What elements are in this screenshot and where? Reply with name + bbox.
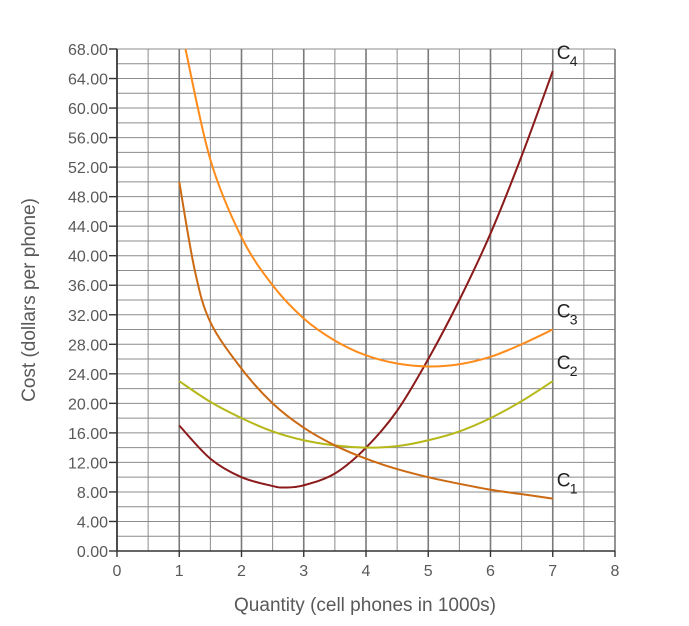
y-tick-label: 28.00 — [68, 337, 108, 354]
series-label-subscript-c4: 4 — [570, 53, 578, 69]
series-lines — [178, 48, 554, 500]
y-tick-label: 44.00 — [68, 219, 108, 236]
y-tick-label: 4.00 — [77, 514, 108, 531]
y-tick-label: 16.00 — [68, 426, 108, 443]
x-tick-label: 2 — [237, 563, 246, 580]
y-tick-label: 60.00 — [68, 101, 108, 118]
x-tick-label: 8 — [611, 563, 620, 580]
y-tick-labels: 0.00 4.00 8.00 12.00 16.00 20.00 24.00 28.00 32.… — [68, 42, 117, 561]
y-tick-label: 40.00 — [68, 249, 108, 266]
series-line-c2 — [178, 380, 554, 449]
series-label-subscript-c2: 2 — [570, 363, 578, 379]
y-tick-label: 12.00 — [68, 455, 108, 472]
grid — [116, 48, 616, 552]
y-tick-label: 56.00 — [68, 131, 108, 148]
y-tick-label: 24.00 — [68, 367, 108, 384]
y-tick-label: 0.00 — [77, 544, 108, 561]
series-line-c3 — [184, 48, 554, 368]
series-label-c4: C — [557, 43, 571, 64]
x-tick-labels: 0 1 2 3 4 5 6 7 8 — [113, 551, 620, 580]
x-tick-label: 3 — [299, 563, 308, 580]
series-line-c1 — [178, 181, 553, 500]
series-label-subscript-c1: 1 — [570, 481, 578, 497]
series-labels: C 4C 3C 2C 1 — [557, 43, 578, 496]
x-tick-label: 0 — [113, 563, 122, 580]
y-tick-label: 64.00 — [68, 72, 108, 89]
x-tick-label: 4 — [362, 563, 371, 580]
x-tick-label: 5 — [424, 563, 433, 580]
y-tick-label: 32.00 — [68, 308, 108, 325]
series-label-c3: C — [557, 302, 571, 323]
y-tick-label: 8.00 — [77, 485, 108, 502]
y-tick-label: 36.00 — [68, 278, 108, 295]
y-tick-label: 20.00 — [68, 396, 108, 413]
x-axis-label: Quantity (cell phones in 1000s) — [234, 595, 496, 616]
x-tick-label: 7 — [548, 563, 557, 580]
y-tick-label: 52.00 — [68, 160, 108, 177]
x-tick-label: 1 — [175, 563, 184, 580]
series-label-subscript-c3: 3 — [570, 312, 578, 328]
series-label-c2: C — [557, 353, 571, 374]
y-tick-label: 48.00 — [68, 190, 108, 207]
series-line-c4 — [178, 70, 554, 489]
y-axis-label: Cost (dollars per phone) — [19, 198, 40, 402]
series-label-c1: C — [557, 471, 571, 492]
y-tick-label: 68.00 — [68, 42, 108, 59]
x-tick-label: 6 — [486, 563, 495, 580]
